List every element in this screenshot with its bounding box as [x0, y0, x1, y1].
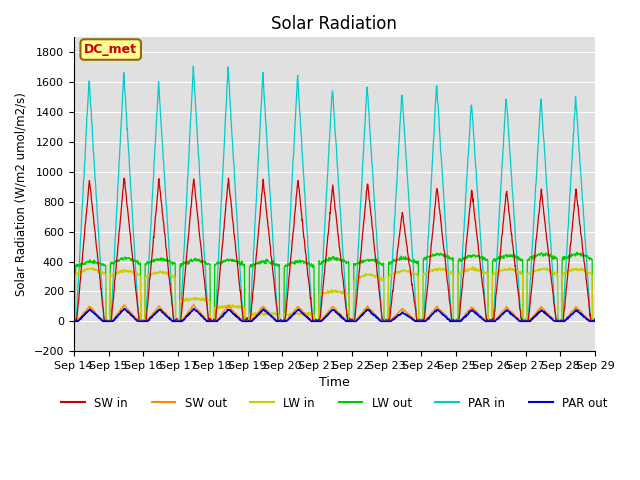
- Title: Solar Radiation: Solar Radiation: [271, 15, 397, 33]
- SW out: [530, 313, 538, 319]
- LW in: [484, 272, 492, 278]
- PAR in: [530, 218, 538, 224]
- Text: DC_met: DC_met: [84, 43, 137, 56]
- PAR in: [173, 318, 181, 324]
- PAR in: [484, 318, 492, 324]
- Line: LW in: LW in: [74, 267, 595, 321]
- SW in: [225, 175, 232, 181]
- PAR in: [189, 63, 197, 69]
- PAR in: [416, 318, 424, 324]
- PAR out: [530, 314, 538, 320]
- SW in: [173, 318, 181, 324]
- SW in: [530, 261, 538, 266]
- PAR in: [70, 318, 77, 324]
- LW in: [591, 318, 599, 324]
- LW out: [173, 318, 181, 324]
- X-axis label: Time: Time: [319, 376, 350, 389]
- PAR out: [416, 318, 424, 324]
- SW out: [591, 318, 599, 324]
- LW out: [483, 257, 491, 263]
- PAR out: [186, 311, 194, 316]
- LW out: [415, 318, 423, 324]
- SW out: [484, 318, 492, 324]
- Line: PAR out: PAR out: [74, 309, 595, 321]
- SW in: [70, 318, 78, 324]
- PAR in: [186, 128, 194, 134]
- LW in: [530, 269, 538, 275]
- SW in: [245, 318, 253, 324]
- LW in: [415, 318, 423, 324]
- LW in: [469, 264, 477, 270]
- SW out: [70, 318, 77, 324]
- PAR out: [591, 318, 599, 324]
- PAR out: [190, 306, 198, 312]
- SW in: [591, 318, 599, 324]
- PAR out: [484, 318, 492, 324]
- SW in: [484, 318, 492, 324]
- SW out: [173, 318, 181, 324]
- PAR out: [71, 318, 79, 324]
- LW out: [186, 257, 193, 263]
- LW out: [573, 250, 581, 255]
- SW out: [190, 301, 198, 307]
- SW out: [416, 318, 424, 324]
- Y-axis label: Solar Radiation (W/m2 umol/m2/s): Solar Radiation (W/m2 umol/m2/s): [15, 92, 28, 296]
- PAR in: [70, 318, 78, 324]
- Line: LW out: LW out: [74, 252, 595, 321]
- Line: PAR in: PAR in: [74, 66, 595, 321]
- LW out: [244, 318, 252, 324]
- PAR in: [591, 318, 599, 324]
- SW out: [245, 318, 253, 324]
- PAR in: [245, 317, 253, 323]
- SW in: [70, 318, 77, 324]
- Legend: SW in, SW out, LW in, LW out, PAR in, PAR out: SW in, SW out, LW in, LW out, PAR in, PA…: [56, 392, 612, 414]
- LW out: [70, 318, 77, 324]
- LW in: [70, 318, 77, 324]
- Line: SW out: SW out: [74, 304, 595, 321]
- LW in: [173, 318, 181, 324]
- Line: SW in: SW in: [74, 178, 595, 321]
- SW in: [186, 215, 194, 220]
- LW in: [186, 296, 193, 302]
- LW out: [591, 318, 599, 324]
- PAR out: [173, 318, 181, 324]
- SW in: [416, 317, 424, 323]
- SW out: [186, 307, 194, 312]
- LW in: [244, 318, 252, 324]
- PAR out: [245, 318, 253, 324]
- LW out: [529, 253, 537, 259]
- SW out: [71, 318, 79, 324]
- PAR out: [70, 318, 77, 324]
